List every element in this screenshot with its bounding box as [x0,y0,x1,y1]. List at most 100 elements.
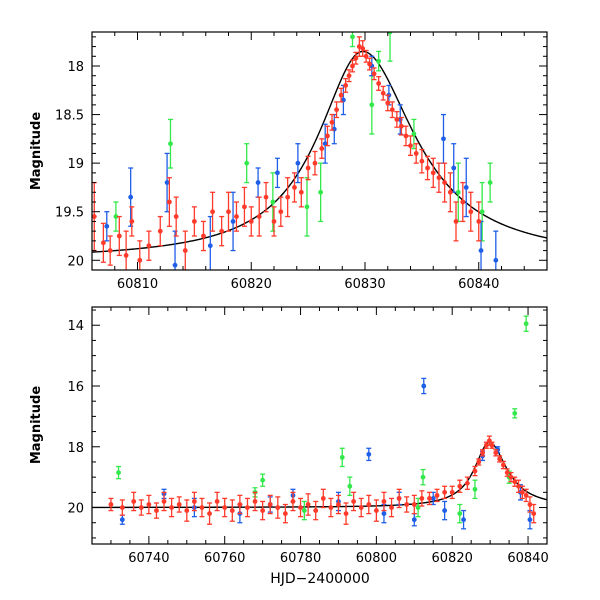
marker [301,508,307,513]
x-tick-label: 60780 [280,551,321,566]
marker [434,492,440,498]
marker [350,63,355,69]
data-series-1 [108,435,537,525]
data-point [222,497,228,518]
marker [119,505,125,510]
marker [497,456,503,462]
marker [285,194,291,200]
marker [413,151,419,156]
data-point [434,488,440,503]
marker [366,502,372,507]
marker [242,204,247,210]
data-point [363,49,369,63]
data-point [457,503,463,524]
data-point [146,494,152,515]
marker [157,228,163,234]
marker [340,97,346,103]
data-point [137,240,143,270]
data-point [347,476,353,497]
data-point [244,497,250,518]
top-plot-area [92,32,547,270]
data-point [108,497,114,512]
data-point [523,488,529,503]
marker [343,83,349,88]
marker [116,233,122,239]
y-tick-label: 20 [67,254,84,269]
marker [436,175,442,181]
data-point [343,502,349,525]
marker [464,480,470,486]
marker [427,496,432,501]
marker [516,483,521,489]
marker [396,496,402,501]
data-point [457,479,463,493]
data-point [169,497,175,518]
marker [508,474,514,480]
data-point [274,157,280,189]
data-point [248,206,254,237]
marker [420,474,426,480]
data-point [442,162,448,203]
data-point [113,201,119,232]
data-point [237,494,243,515]
marker [381,499,387,504]
data-point [275,496,281,519]
marker [255,180,261,185]
marker [360,46,366,51]
data-point [338,87,344,103]
marker [376,81,382,86]
marker [176,502,182,507]
marker [128,194,134,200]
marker [442,489,448,495]
data-point [153,502,159,519]
marker [472,486,478,492]
data-point [267,494,273,515]
x-tick-label: 60840 [458,277,499,292]
data-point [512,408,518,419]
marker [146,243,152,249]
marker [260,477,266,483]
marker [305,165,311,171]
marker [229,508,235,513]
data-point [318,162,324,223]
marker [373,508,379,513]
data-point [398,116,404,136]
data-series-1 [92,36,482,270]
marker [430,496,436,501]
marker [146,502,152,507]
marker [403,133,409,139]
data-point [421,377,427,395]
data-point [263,181,269,213]
marker [182,248,188,253]
data-point [349,59,355,73]
data-point [129,206,135,237]
data-point [472,465,478,477]
data-point [290,491,296,512]
data-point [415,497,421,518]
data-point [335,494,341,515]
marker [346,73,352,79]
data-point [420,468,426,486]
data-point [305,155,311,181]
marker [108,502,114,507]
data-point [210,191,216,232]
marker [113,214,119,219]
bottom-y-axis-label: Magnitude [29,386,44,465]
data-point [166,177,172,227]
data-point [411,494,417,515]
marker [244,160,250,166]
marker [184,508,190,513]
marker [295,160,301,166]
x-tick-label: 60800 [356,551,397,566]
data-point [104,211,110,242]
data-point [343,77,349,93]
marker [455,189,461,195]
marker [292,185,297,190]
y-tick-label: 20 [67,502,84,517]
marker [347,483,353,489]
x-tick-label: 60760 [204,551,245,566]
marker [461,517,466,523]
marker [442,180,448,185]
marker [166,199,172,205]
data-point [527,496,533,513]
